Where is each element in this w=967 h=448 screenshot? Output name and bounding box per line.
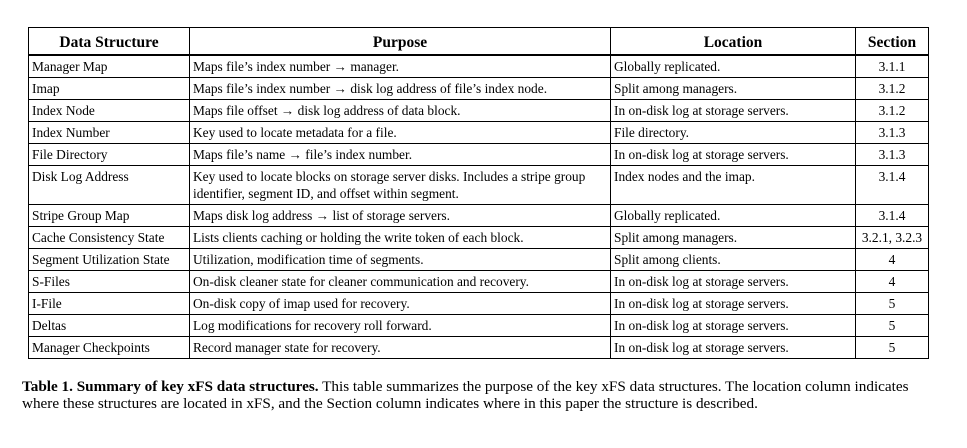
cell-location: In on-disk log at storage servers. [610, 314, 856, 337]
cell-location: In on-disk log at storage servers. [610, 99, 856, 122]
cell-purpose: Log modifications for recovery roll forw… [189, 314, 611, 337]
cell-data-structure: I-File [28, 292, 190, 315]
table-row: S-Files On-disk cleaner state for cleaner… [28, 270, 929, 293]
table-row: File Directory Maps file’s name → file’s … [28, 143, 929, 166]
header-row: Data Structure Purpose Location Section [28, 27, 929, 56]
header-section: Section [855, 27, 929, 56]
cell-data-structure: Manager Checkpoints [28, 336, 190, 359]
table-row: Manager Checkpoints Record manager state … [28, 336, 929, 359]
table-header: Data Structure Purpose Location Section [28, 27, 929, 56]
cell-section: 3.1.1 [855, 54, 929, 78]
cell-section: 4 [855, 270, 929, 293]
cell-section: 4 [855, 248, 929, 271]
cell-location: Globally replicated. [610, 204, 856, 227]
table-row: Manager Map Maps file’s index number → ma… [28, 54, 929, 78]
caption-label: Table 1. Summary of key xFS data structu… [22, 378, 319, 395]
cell-data-structure: Segment Utilization State [28, 248, 190, 271]
cell-location: Index nodes and the imap. [610, 165, 856, 205]
cell-purpose: Record manager state for recovery. [189, 336, 611, 359]
table-row: Imap Maps file’s index number → disk log … [28, 77, 929, 100]
table-row: Index Node Maps file offset → disk log ad… [28, 99, 929, 122]
cell-data-structure: Manager Map [28, 54, 190, 78]
cell-location: File directory. [610, 121, 856, 144]
cell-purpose: Maps file’s index number → manager. [189, 54, 611, 78]
cell-data-structure: File Directory [28, 143, 190, 166]
table-row: Stripe Group Map Maps disk log address → … [28, 204, 929, 227]
cell-data-structure: Index Number [28, 121, 190, 144]
cell-data-structure: Disk Log Address [28, 165, 190, 205]
cell-data-structure: Stripe Group Map [28, 204, 190, 227]
cell-purpose: Maps file offset → disk log address of d… [189, 99, 611, 122]
cell-data-structure: Imap [28, 77, 190, 100]
table-caption: Table 1. Summary of key xFS data structu… [22, 378, 942, 412]
cell-location: Split among managers. [610, 226, 856, 249]
data-structures-table: Data Structure Purpose Location Section … [28, 27, 929, 359]
cell-location: In on-disk log at storage servers. [610, 292, 856, 315]
cell-purpose: Maps disk log address → list of storage … [189, 204, 611, 227]
cell-purpose: Utilization, modification time of segmen… [189, 248, 611, 271]
cell-section: 3.1.3 [855, 143, 929, 166]
table-row: Deltas Log modifications for recovery rol… [28, 314, 929, 337]
cell-section: 5 [855, 292, 929, 315]
cell-location: In on-disk log at storage servers. [610, 336, 856, 359]
cell-data-structure: Deltas [28, 314, 190, 337]
table-row: Segment Utilization State Utilization, mo… [28, 248, 929, 271]
cell-data-structure: Cache Consistency State [28, 226, 190, 249]
cell-purpose: Lists clients caching or holding the wri… [189, 226, 611, 249]
cell-purpose: Key used to locate metadata for a file. [189, 121, 611, 144]
table-row: Index Number Key used to locate metadata … [28, 121, 929, 144]
cell-section: 5 [855, 314, 929, 337]
cell-purpose: Maps file’s name → file’s index number. [189, 143, 611, 166]
cell-purpose: On-disk cleaner state for cleaner commun… [189, 270, 611, 293]
table-row: Cache Consistency State Lists clients cac… [28, 226, 929, 249]
cell-purpose: Key used to locate blocks on storage ser… [189, 165, 611, 205]
cell-section: 3.1.2 [855, 77, 929, 100]
cell-data-structure: Index Node [28, 99, 190, 122]
cell-location: Globally replicated. [610, 54, 856, 78]
cell-location: Split among managers. [610, 77, 856, 100]
cell-location: In on-disk log at storage servers. [610, 143, 856, 166]
cell-section: 3.1.4 [855, 165, 929, 205]
cell-location: In on-disk log at storage servers. [610, 270, 856, 293]
cell-purpose: On-disk copy of imap used for recovery. [189, 292, 611, 315]
cell-section: 3.2.1, 3.2.3 [855, 226, 929, 249]
table-row: Disk Log Address Key used to locate block… [28, 165, 929, 205]
header-location: Location [610, 27, 856, 56]
table-body: Manager Map Maps file’s index number → ma… [28, 54, 929, 359]
cell-section: 3.1.3 [855, 121, 929, 144]
cell-data-structure: S-Files [28, 270, 190, 293]
cell-location: Split among clients. [610, 248, 856, 271]
header-data-structure: Data Structure [28, 27, 190, 56]
cell-section: 3.1.4 [855, 204, 929, 227]
table-row: I-File On-disk copy of imap used for reco… [28, 292, 929, 315]
cell-section: 3.1.2 [855, 99, 929, 122]
header-purpose: Purpose [189, 27, 611, 56]
cell-purpose: Maps file’s index number → disk log addr… [189, 77, 611, 100]
caption-text: This table summarizes the purpose of the… [22, 378, 909, 412]
cell-section: 5 [855, 336, 929, 359]
